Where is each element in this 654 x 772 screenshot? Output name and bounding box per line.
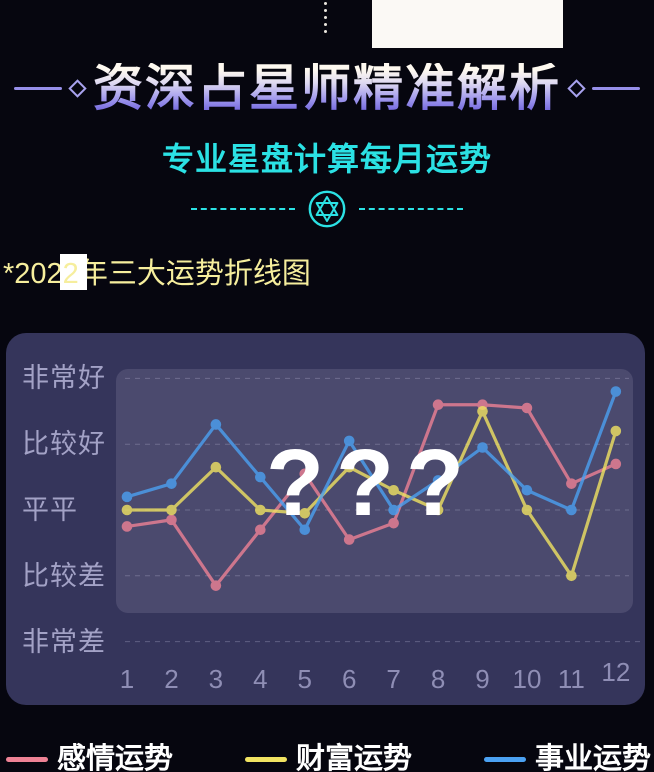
title-left-line [14,86,62,90]
x-axis-label: 5 [297,664,312,694]
title-left-diamond-icon [68,78,87,98]
y-axis-label: 比较好 [22,429,106,460]
page-title: 资深占星师精准解析 [93,60,561,116]
y-axis-label: 平平 [22,495,78,525]
legend-item-wealth[interactable]: 财富运势 [245,743,412,772]
vertical-dotted-line [324,2,327,33]
question-marks-overlay: ??? [266,430,477,536]
loading-placeholder-box [372,0,563,48]
title-right-line [592,86,640,90]
x-axis-label: 6 [341,664,357,694]
x-axis-label: 10 [512,664,542,694]
x-axis-label: 3 [208,664,224,694]
y-axis-label: 比较差 [22,560,106,591]
x-axis-label: 8 [430,664,446,694]
chart-section-title: *2022年三大运势折线图 [3,254,311,292]
legend-label-wealth: 财富运势 [296,743,413,772]
legend-dash-love [6,756,48,762]
section-title-suffix: 年三大运势折线图 [78,258,311,290]
divider-left-dash [191,208,295,210]
title-right-diamond-icon [567,78,586,98]
x-axis-label: 9 [475,664,490,694]
y-axis-label: 非常好 [22,363,106,394]
x-axis-label: 12 [601,657,631,687]
chart-legend: 感情运势 财富运势 事业运势 [6,743,651,772]
title-row: 资深占星师精准解析 [0,56,654,120]
legend-dash-career [484,756,527,762]
y-axis-label: 非常差 [22,626,106,657]
legend-label-love: 感情运势 [57,743,174,772]
legend-dash-wealth [245,756,288,762]
section-title-prefix: *202 [3,258,63,290]
x-axis-label: 1 [119,664,135,694]
legend-label-career: 事业运势 [535,743,652,772]
x-axis-label: 2 [164,664,179,694]
page-subtitle: 专业星盘计算每月运势 [161,141,492,177]
x-axis-label: 4 [253,664,268,694]
legend-item-love[interactable]: 感情运势 [6,743,173,772]
x-axis-label: 7 [386,664,401,694]
star-divider [0,189,654,229]
section-title-highlighted-char: 2 [59,254,87,290]
x-axis-label: 11 [557,664,585,694]
legend-item-career[interactable]: 事业运势 [484,743,651,772]
hexagram-star-icon [308,190,346,228]
divider-right-dash [359,208,463,210]
